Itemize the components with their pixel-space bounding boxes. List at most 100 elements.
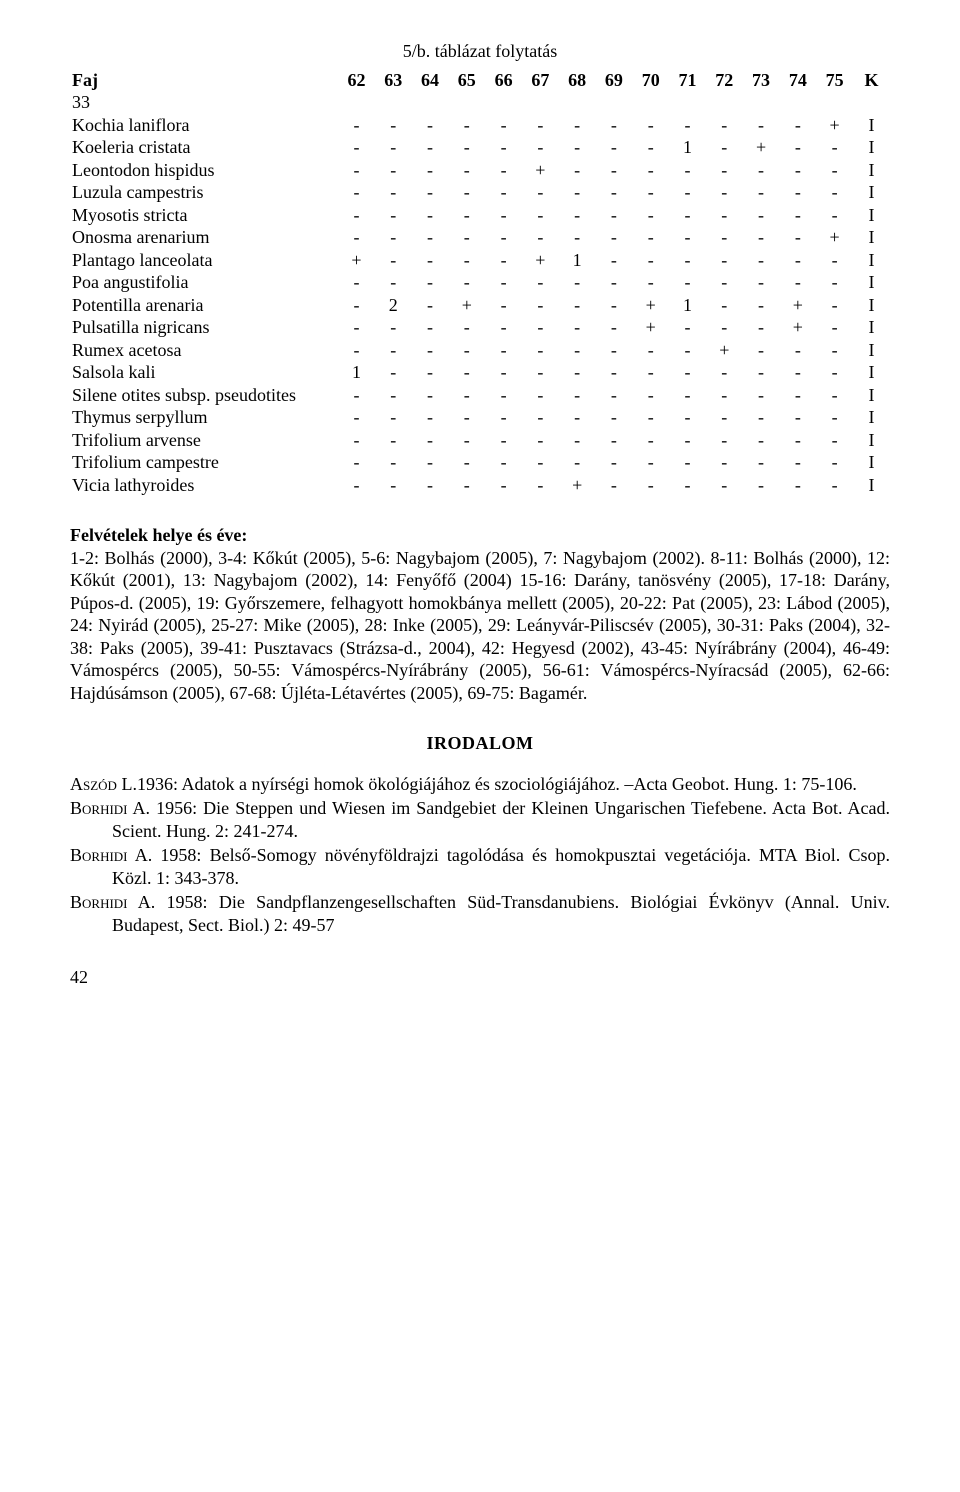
cell: I <box>853 339 890 362</box>
cell: - <box>706 181 743 204</box>
cell: - <box>632 451 669 474</box>
cell: - <box>559 429 596 452</box>
cell: - <box>706 114 743 137</box>
cell: - <box>632 474 669 497</box>
cell: - <box>375 136 412 159</box>
cell: - <box>706 271 743 294</box>
cell: - <box>338 226 375 249</box>
cell: - <box>522 361 559 384</box>
col-header: 65 <box>448 69 485 92</box>
species-name: Thymus serpyllum <box>70 406 338 429</box>
cell: - <box>669 361 706 384</box>
cell: - <box>743 271 780 294</box>
cell: - <box>375 271 412 294</box>
cell: - <box>375 226 412 249</box>
cell: - <box>779 339 816 362</box>
cell: - <box>485 159 522 182</box>
cell: - <box>669 204 706 227</box>
cell: - <box>412 181 449 204</box>
cell: + <box>448 294 485 317</box>
cell: - <box>816 204 853 227</box>
species-table: Faj6263646566676869707172737475K33Kochia… <box>70 69 890 497</box>
cell: - <box>669 114 706 137</box>
cell: - <box>448 136 485 159</box>
cell: - <box>816 294 853 317</box>
cell: - <box>596 474 633 497</box>
cell: - <box>559 114 596 137</box>
cell: - <box>743 294 780 317</box>
cell: I <box>853 451 890 474</box>
cell: I <box>853 316 890 339</box>
cell: - <box>596 181 633 204</box>
cell: - <box>448 159 485 182</box>
cell: I <box>853 294 890 317</box>
cell: - <box>338 339 375 362</box>
cell: - <box>706 136 743 159</box>
cell: - <box>632 384 669 407</box>
cell: - <box>375 361 412 384</box>
cell: - <box>338 159 375 182</box>
cell: - <box>743 159 780 182</box>
cell: - <box>412 316 449 339</box>
cell: - <box>448 114 485 137</box>
cell: - <box>779 361 816 384</box>
cell: - <box>779 429 816 452</box>
col-header: 64 <box>412 69 449 92</box>
cell: - <box>632 361 669 384</box>
cell: - <box>522 136 559 159</box>
cell: - <box>448 204 485 227</box>
cell: + <box>743 136 780 159</box>
cell: - <box>485 249 522 272</box>
cell: + <box>816 114 853 137</box>
cell: + <box>779 294 816 317</box>
cell: - <box>559 271 596 294</box>
cell: - <box>632 429 669 452</box>
cell: - <box>559 226 596 249</box>
cell: - <box>779 204 816 227</box>
cell: - <box>816 429 853 452</box>
cell: - <box>485 204 522 227</box>
cell: - <box>669 181 706 204</box>
ref-author: Aszód L. <box>70 774 137 794</box>
cell: - <box>669 339 706 362</box>
species-name: Luzula campestris <box>70 181 338 204</box>
cell: 1 <box>669 136 706 159</box>
col-header: 70 <box>632 69 669 92</box>
cell: - <box>448 226 485 249</box>
cell: - <box>632 204 669 227</box>
cell: - <box>669 271 706 294</box>
species-name: Kochia laniflora <box>70 114 338 137</box>
cell: - <box>522 339 559 362</box>
cell: - <box>338 114 375 137</box>
species-name: Vicia lathyroides <box>70 474 338 497</box>
cell: - <box>632 136 669 159</box>
cell: - <box>632 226 669 249</box>
cell: - <box>632 159 669 182</box>
cell: - <box>596 114 633 137</box>
cell: - <box>743 226 780 249</box>
cell: - <box>816 249 853 272</box>
cell: - <box>412 136 449 159</box>
cell: - <box>522 294 559 317</box>
cell: + <box>816 226 853 249</box>
cell: - <box>485 181 522 204</box>
cell: I <box>853 181 890 204</box>
col-header-species: Faj <box>70 69 338 92</box>
cell: - <box>596 294 633 317</box>
col-header: 71 <box>669 69 706 92</box>
cell: - <box>816 384 853 407</box>
species-name: Myosotis stricta <box>70 204 338 227</box>
cell: - <box>522 451 559 474</box>
cell: - <box>338 451 375 474</box>
cell: - <box>375 316 412 339</box>
cell: - <box>706 159 743 182</box>
cell: - <box>375 429 412 452</box>
cell: - <box>706 406 743 429</box>
cell: - <box>596 204 633 227</box>
cell: - <box>412 249 449 272</box>
ref-author: Borhidi A. <box>70 892 155 912</box>
cell: - <box>669 451 706 474</box>
ref-text: 1958: Belső-Somogy növényföldrajzi tagol… <box>112 845 890 888</box>
cell: - <box>706 249 743 272</box>
cell: - <box>485 294 522 317</box>
